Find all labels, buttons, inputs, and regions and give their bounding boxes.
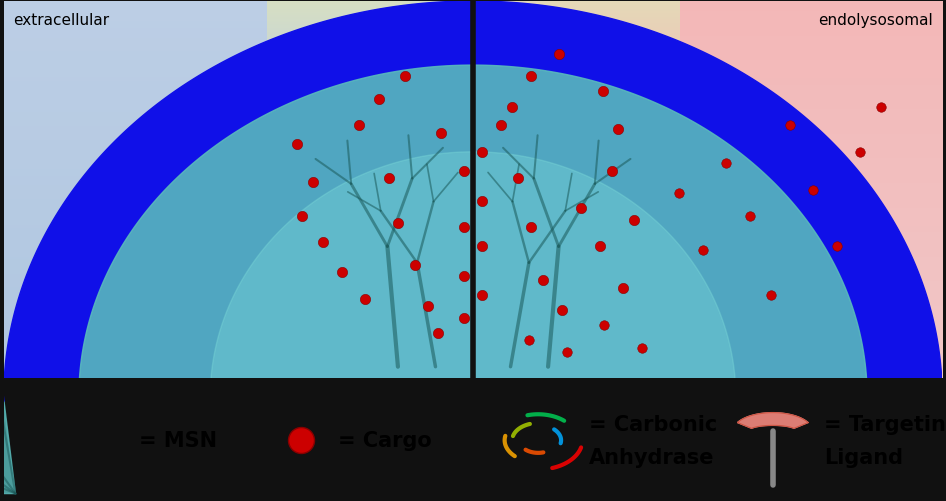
Point [430,329,446,337]
Point [782,122,797,130]
Point [456,314,471,322]
Point [391,220,406,228]
Text: Ligand: Ligand [824,447,903,467]
Point [672,190,687,198]
Point [874,103,889,111]
Point [524,73,539,81]
Point [743,212,758,220]
Point [475,292,490,300]
Point [475,197,490,205]
Text: = MSN: = MSN [139,430,217,450]
Point [611,126,626,134]
Point [289,141,305,149]
Polygon shape [210,152,736,397]
Point [805,186,820,194]
Point [635,344,650,352]
Point [592,242,607,250]
Polygon shape [79,66,867,397]
Point [456,167,471,175]
Polygon shape [738,413,808,428]
Point [433,130,448,138]
Polygon shape [0,401,15,493]
Point [315,239,330,247]
Text: = Cargo: = Cargo [339,430,432,450]
Text: endolysosomal: endolysosomal [818,14,933,28]
Point [616,284,631,292]
Point [294,212,309,220]
Point [719,160,734,168]
Point [398,73,413,81]
Point [535,277,551,285]
Point [595,88,610,96]
Point [830,242,845,250]
Polygon shape [4,2,942,397]
Point [524,224,539,232]
Polygon shape [0,381,4,493]
Point [475,242,490,250]
Point [597,322,612,330]
Text: extracellular: extracellular [13,14,110,28]
Point [456,224,471,232]
Point [852,148,867,156]
Point [475,148,490,156]
Point [306,178,321,186]
Point [407,262,422,270]
Text: = Carbonic: = Carbonic [589,414,718,434]
Point [358,295,373,303]
Point [573,205,588,213]
Point [381,175,396,183]
Point [695,246,710,255]
Point [293,436,308,444]
Point [494,122,509,130]
Point [554,307,569,315]
Point [505,103,520,111]
Point [763,292,779,300]
Point [334,269,349,277]
Point [372,96,387,104]
Point [627,216,642,224]
Point [511,175,526,183]
Point [604,167,620,175]
Text: Anhydrase: Anhydrase [589,447,715,467]
Point [522,337,537,345]
Point [456,273,471,281]
Point [559,348,574,356]
Point [552,51,567,59]
Point [420,303,435,311]
Point [351,122,366,130]
Text: = Targeting: = Targeting [824,414,946,434]
